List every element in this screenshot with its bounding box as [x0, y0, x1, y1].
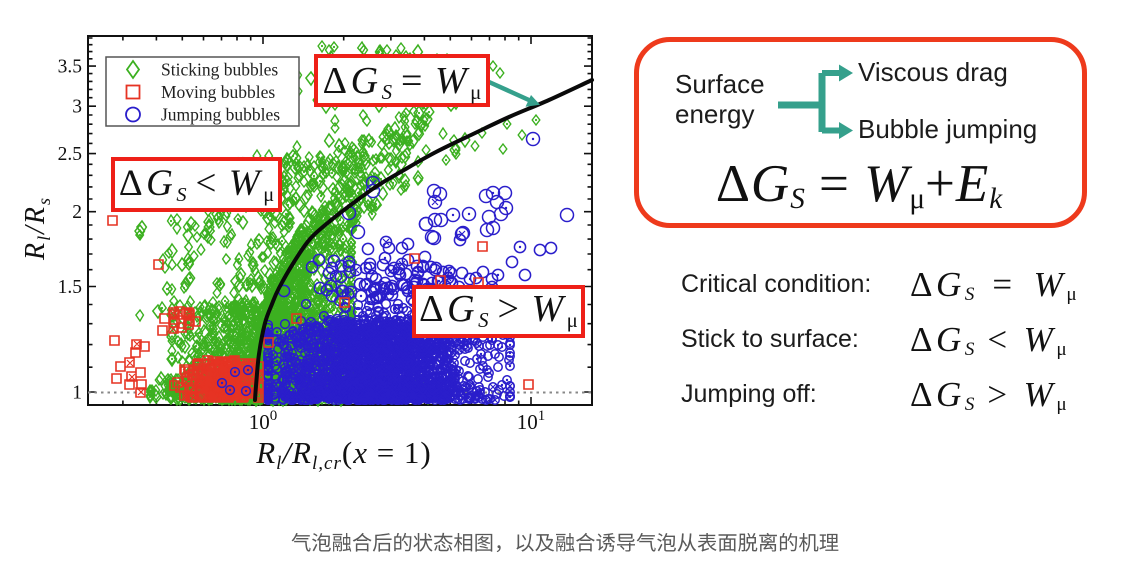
svg-text:Rl/Rl,cr(x = 1): Rl/Rl,cr(x = 1) — [255, 435, 432, 474]
svg-text:101: 101 — [517, 408, 546, 434]
svg-text:1.5: 1.5 — [58, 277, 82, 298]
svg-text:3: 3 — [72, 97, 82, 118]
svg-text:100: 100 — [249, 408, 278, 434]
svg-text:2: 2 — [72, 202, 82, 223]
svg-text:3.5: 3.5 — [58, 57, 82, 78]
svg-text:1: 1 — [72, 383, 82, 404]
svg-text:2.5: 2.5 — [58, 144, 82, 165]
svg-text:Jumping bubbles: Jumping bubbles — [161, 105, 280, 125]
svg-text:Rl/Rs: Rl/Rs — [20, 196, 54, 261]
svg-text:Moving bubbles: Moving bubbles — [161, 82, 275, 102]
svg-text:Sticking bubbles: Sticking bubbles — [161, 60, 278, 80]
